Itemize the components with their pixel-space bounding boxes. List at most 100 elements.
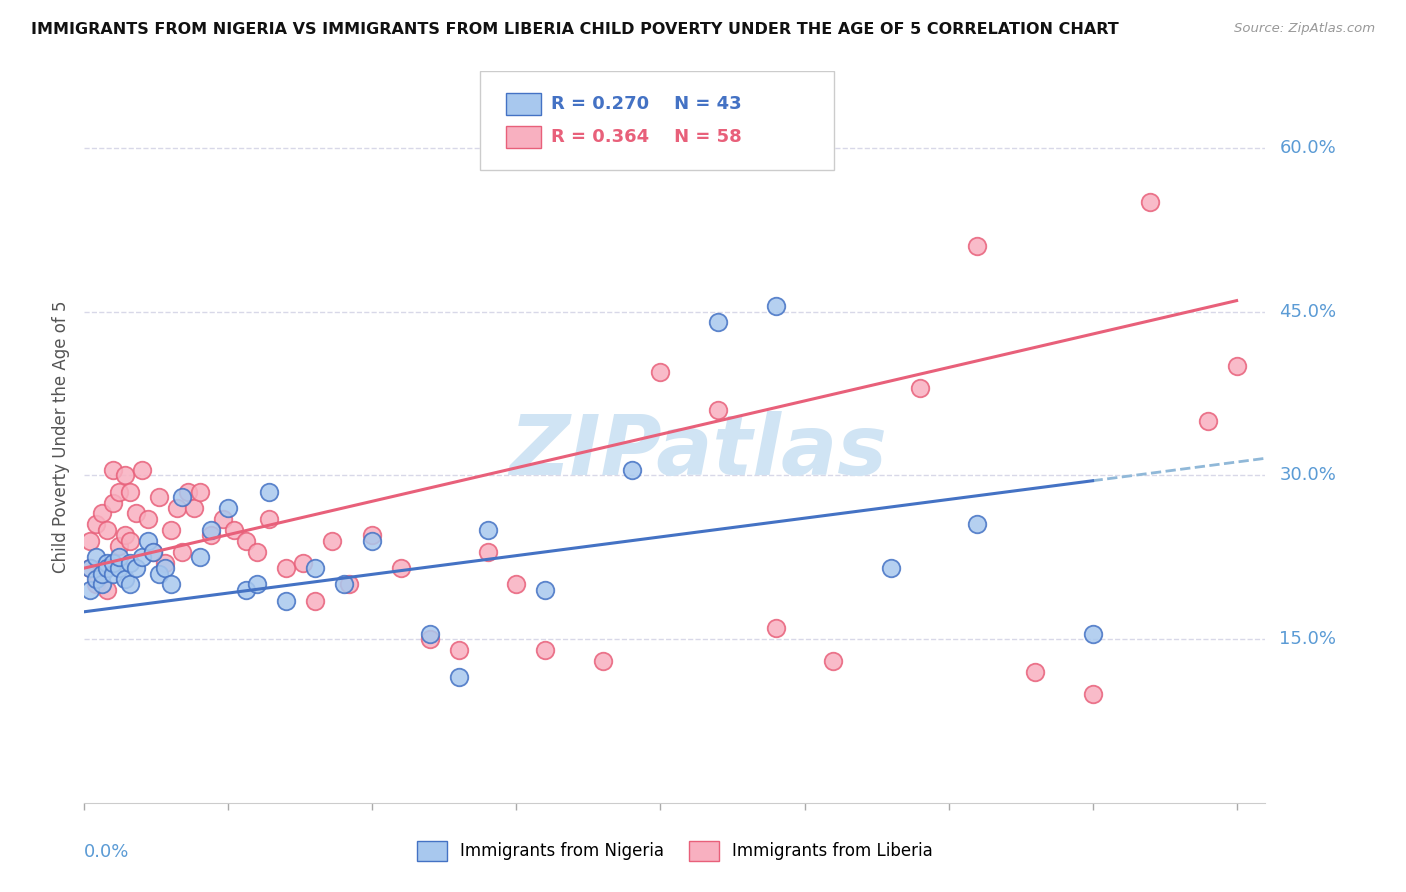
Text: 30.0%: 30.0%	[1279, 467, 1336, 484]
Point	[1081, 626, 1104, 640]
Point	[200, 523, 222, 537]
Point	[84, 577, 107, 591]
Point	[120, 484, 142, 499]
Bar	[506, 126, 541, 148]
Point	[183, 501, 205, 516]
Point	[96, 523, 118, 537]
Point	[880, 561, 903, 575]
Point	[235, 582, 257, 597]
Point	[534, 643, 557, 657]
Point	[131, 463, 153, 477]
Point	[1081, 687, 1104, 701]
Point	[142, 545, 165, 559]
Point	[337, 577, 360, 591]
Point	[707, 315, 730, 329]
Point	[211, 512, 233, 526]
Point	[534, 582, 557, 597]
Point	[101, 495, 124, 509]
Point	[108, 561, 131, 575]
Point	[90, 566, 112, 581]
Text: 0.0%: 0.0%	[84, 843, 129, 861]
Point	[505, 577, 527, 591]
Point	[108, 539, 131, 553]
Point	[188, 550, 211, 565]
Point	[120, 577, 142, 591]
Point	[304, 594, 326, 608]
Y-axis label: Child Poverty Under the Age of 5: Child Poverty Under the Age of 5	[52, 301, 70, 574]
Text: ZIPatlas: ZIPatlas	[509, 411, 887, 492]
Point	[332, 577, 354, 591]
Point	[79, 533, 101, 548]
Point	[101, 556, 124, 570]
Point	[966, 239, 988, 253]
Point	[1226, 359, 1249, 373]
Point	[188, 484, 211, 499]
Point	[447, 670, 470, 684]
Point	[84, 517, 107, 532]
Point	[166, 501, 188, 516]
Point	[823, 654, 845, 668]
Point	[142, 545, 165, 559]
Point	[96, 582, 118, 597]
Point	[389, 561, 412, 575]
Point	[477, 545, 499, 559]
Point	[125, 561, 148, 575]
Point	[707, 402, 730, 417]
Point	[153, 561, 176, 575]
Point	[114, 572, 136, 586]
Point	[114, 528, 136, 542]
Point	[246, 545, 269, 559]
Point	[235, 533, 257, 548]
Point	[257, 484, 280, 499]
Point	[136, 533, 159, 548]
Point	[79, 561, 101, 575]
Bar	[506, 94, 541, 115]
Point	[765, 299, 787, 313]
Point	[125, 507, 148, 521]
Point	[120, 533, 142, 548]
Point	[592, 654, 614, 668]
Point	[108, 484, 131, 499]
Text: 45.0%: 45.0%	[1279, 302, 1337, 320]
Point	[620, 463, 643, 477]
Text: 60.0%: 60.0%	[1279, 139, 1336, 157]
Point	[96, 556, 118, 570]
Text: IMMIGRANTS FROM NIGERIA VS IMMIGRANTS FROM LIBERIA CHILD POVERTY UNDER THE AGE O: IMMIGRANTS FROM NIGERIA VS IMMIGRANTS FR…	[31, 22, 1119, 37]
Point	[159, 523, 181, 537]
Point	[274, 594, 297, 608]
Point	[101, 566, 124, 581]
Point	[136, 512, 159, 526]
Point	[246, 577, 269, 591]
Point	[650, 365, 672, 379]
Point	[447, 643, 470, 657]
Point	[224, 523, 246, 537]
Point	[217, 501, 239, 516]
Point	[84, 550, 107, 565]
Point	[1197, 414, 1219, 428]
Point	[120, 556, 142, 570]
Point	[90, 561, 112, 575]
Point	[419, 632, 441, 646]
Legend: Immigrants from Nigeria, Immigrants from Liberia: Immigrants from Nigeria, Immigrants from…	[411, 834, 939, 868]
Point	[148, 490, 170, 504]
Point	[419, 626, 441, 640]
FancyBboxPatch shape	[479, 71, 834, 170]
Point	[96, 561, 118, 575]
Point	[114, 468, 136, 483]
Point	[131, 550, 153, 565]
Point	[477, 523, 499, 537]
Point	[966, 517, 988, 532]
Point	[79, 582, 101, 597]
Point	[292, 556, 315, 570]
Point	[908, 381, 931, 395]
Point	[765, 621, 787, 635]
Point	[257, 512, 280, 526]
Point	[274, 561, 297, 575]
Point	[321, 533, 343, 548]
Point	[172, 490, 194, 504]
Text: R = 0.364    N = 58: R = 0.364 N = 58	[551, 128, 741, 146]
Point	[159, 577, 181, 591]
Point	[90, 507, 112, 521]
Text: Source: ZipAtlas.com: Source: ZipAtlas.com	[1234, 22, 1375, 36]
Point	[1024, 665, 1046, 679]
